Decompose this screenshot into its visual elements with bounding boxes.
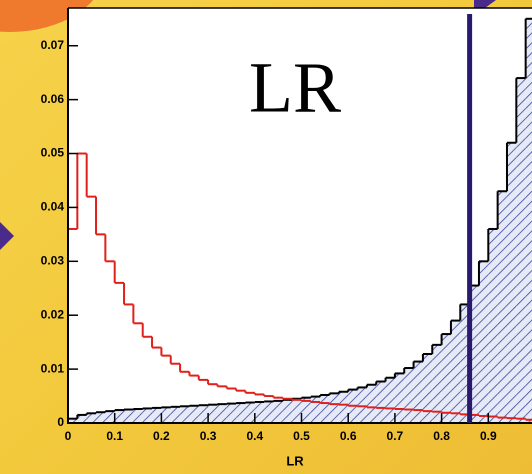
hist-bar-fill	[310, 396, 321, 423]
hist-bar-fill	[376, 381, 386, 423]
hist-bar-fill	[357, 387, 367, 423]
hist-bar-fill	[96, 412, 106, 423]
hist-bar-fill	[217, 404, 227, 423]
hist-bar-fill	[180, 406, 190, 423]
hist-bar-fill	[114, 410, 125, 423]
x-axis-label: LR	[286, 453, 304, 468]
x-tick-label: 0.5	[293, 429, 310, 443]
hist-bar-fill	[320, 394, 330, 423]
hist-bar-fill	[469, 285, 479, 423]
y-tick-label: 0.02	[41, 307, 65, 321]
hist-bar-fill	[497, 191, 507, 423]
hist-bar-fill	[161, 407, 171, 423]
hist-bar-fill	[506, 142, 517, 423]
hist-bar-fill	[366, 384, 377, 423]
decor-arrow	[0, 222, 14, 250]
hist-bar-fill	[198, 405, 209, 423]
hist-bar-fill	[329, 393, 339, 423]
hist-bar-fill	[254, 401, 265, 423]
hist-bar-fill	[441, 334, 451, 423]
x-tick-label: 0.6	[340, 429, 357, 443]
hist-bar-fill	[394, 373, 405, 423]
hist-bar-fill	[460, 304, 470, 423]
x-tick-label: 0.8	[433, 429, 450, 443]
hist-bar-fill	[432, 344, 442, 423]
hist-bar-fill	[385, 377, 395, 423]
hist-bar-fill	[236, 403, 246, 423]
x-tick-label: 0.4	[246, 429, 263, 443]
y-tick-label: 0.07	[41, 38, 65, 52]
axes: 0 0.01 0.02 0.03 0.04 0.05 0.06 0.07 0 0.1 0.2 0.3 0…	[41, 7, 532, 443]
hist-bar-fill	[404, 368, 414, 423]
x-tick-label: 0	[65, 429, 72, 443]
hist-bar-fill	[142, 408, 153, 423]
x-tick-label: 0.7	[387, 429, 404, 443]
y-tick-label: 0.01	[41, 361, 65, 375]
hist-bar-fill	[77, 414, 87, 423]
hist-bar-fill	[338, 391, 349, 423]
y-tick-label: 0	[57, 415, 64, 429]
hist-bar-fill	[292, 398, 302, 423]
y-tick-label: 0.04	[41, 200, 65, 214]
y-tick-label: 0.06	[41, 92, 65, 106]
hist-bar-fill	[413, 361, 423, 423]
hist-bar-fill	[124, 409, 134, 423]
hist-bar-fill	[245, 402, 255, 423]
hist-bar-fill	[86, 413, 97, 423]
y-tick-label: 0.05	[41, 146, 65, 160]
hist-bar-fill	[189, 405, 199, 423]
annotation: LR	[249, 48, 341, 128]
y-tick-label: 0.03	[41, 253, 65, 267]
hist-bar-fill	[226, 403, 237, 423]
hist-bar-fill	[208, 404, 218, 423]
hist-bar-fill	[525, 18, 532, 423]
hist-bar-fill	[170, 406, 181, 423]
hist-bar-fill	[152, 407, 162, 423]
hist-bar-fill	[273, 400, 283, 423]
hist-bar-fill	[488, 228, 498, 423]
hist-bar-fill	[105, 411, 115, 423]
x-tick-label: 0.2	[153, 429, 170, 443]
hist-bar-fill	[478, 261, 489, 423]
hist-bar-fill	[516, 78, 526, 423]
hist-bar-fill	[282, 399, 293, 423]
plot	[68, 17, 532, 423]
hist-bar-fill	[301, 397, 311, 423]
x-tick-label: 0.3	[200, 429, 217, 443]
hist-bar-fill	[133, 408, 143, 423]
hist-bar-fill	[68, 418, 78, 423]
x-tick-label: 0.9	[480, 429, 497, 443]
hist-bar-fill	[264, 401, 274, 423]
x-tick-label: 0.1	[106, 429, 123, 443]
hist-bar-fill	[422, 354, 433, 423]
hist-bar-fill	[450, 320, 461, 423]
